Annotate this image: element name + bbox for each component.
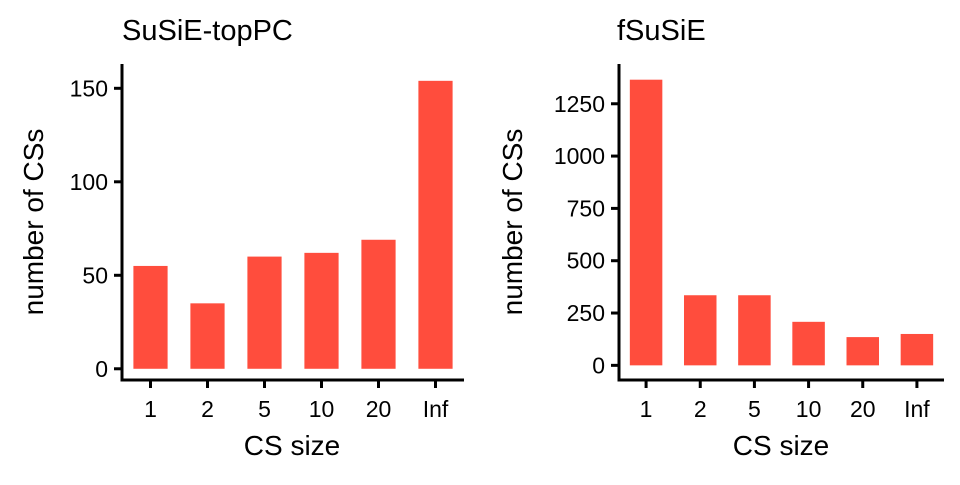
x-tick-label: 5 [258,396,271,422]
bar [361,239,396,369]
x-tick-label: 1 [640,396,653,422]
x-tick-label: 10 [796,396,822,422]
bar [190,303,225,369]
y-axis-title: number of CSs [497,129,528,316]
y-axis-title: number of CSs [18,129,49,316]
plot-area: 0 50 100 150 1 2 5 10 20 Inf [70,64,464,422]
x-tick-label: 10 [309,396,335,422]
x-tick-label: 2 [694,396,707,422]
y-tick-label: 100 [70,169,108,195]
y-tick-label: 0 [95,356,108,382]
bar [738,295,771,366]
x-tick-label: Inf [904,396,930,422]
x-axis-title: CS size [733,430,829,461]
bar [684,295,717,366]
y-tick-label: 1250 [554,91,605,117]
chart-title: SuSiE-topPC [122,15,293,47]
bar [900,333,934,366]
bar [304,252,339,369]
bar [133,265,168,369]
chart-title: fSuSiE [617,15,706,47]
bar [846,337,879,366]
x-tick-label: 2 [201,396,214,422]
y-tick-label: 0 [592,352,605,378]
panel-fsusie: fSuSiE CS size number of CSs 0 250 500 750 1… [497,15,944,461]
bar [792,321,825,366]
plot-area: 0 250 500 750 1000 1250 1 2 5 10 20 Inf [554,64,944,422]
x-tick-label: 1 [144,396,157,422]
x-tick-label: 20 [366,396,392,422]
y-tick-label: 500 [567,248,605,274]
y-tick-label: 50 [82,262,108,288]
y-tick-label: 150 [70,75,108,101]
bar [418,80,453,369]
bar [629,79,663,366]
y-tick-label: 250 [567,300,605,326]
y-tick-label: 1000 [554,143,605,169]
x-tick-label: 20 [850,396,876,422]
bar [247,256,282,369]
x-axis-title: CS size [244,430,340,461]
y-tick-label: 750 [567,195,605,221]
panel-susie-toppc: SuSiE-topPC CS size number of CSs 0 50 100… [18,15,464,461]
x-tick-label: Inf [423,396,449,422]
x-tick-label: 5 [748,396,761,422]
